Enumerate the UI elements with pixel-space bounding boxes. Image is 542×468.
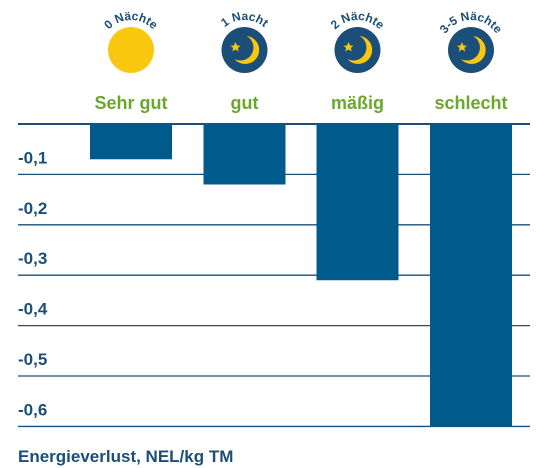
sun-icon	[108, 27, 154, 73]
bar	[203, 124, 286, 185]
moon-icon	[347, 36, 373, 64]
y-tick-label: -0,3	[18, 249, 47, 268]
x-axis-label: Energieverlust, NEL/kg TM	[18, 447, 233, 466]
y-tick-label: -0,2	[18, 199, 47, 218]
category-label: Sehr gut	[94, 93, 167, 113]
night-label-path: 1 Nacht	[218, 9, 271, 30]
y-tick-label: -0,6	[18, 400, 47, 419]
star-icon	[343, 42, 354, 52]
moon-badge	[334, 27, 381, 73]
star-icon	[456, 42, 467, 52]
bar	[316, 124, 399, 281]
moon-icon	[461, 36, 486, 64]
bar	[90, 124, 172, 160]
bar	[430, 124, 512, 427]
y-tick-label: -0,1	[18, 148, 47, 167]
category-label: gut	[231, 93, 259, 113]
y-tick-label: -0,4	[18, 300, 48, 319]
moon-badge	[448, 27, 494, 73]
moon-icon	[234, 36, 260, 64]
night-label-path: 0 Nächte	[101, 9, 161, 32]
category-label: mäßig	[331, 93, 384, 113]
moon-badge	[221, 27, 268, 73]
y-tick-label: -0,5	[18, 350, 47, 369]
night-label-path: 2 Nächte	[328, 9, 388, 32]
night-label: 0 Nächte	[101, 9, 161, 32]
category-label: schlecht	[434, 93, 507, 113]
star-icon	[230, 42, 241, 52]
night-label: 1 Nacht	[218, 9, 271, 30]
night-label: 2 Nächte	[328, 9, 388, 32]
